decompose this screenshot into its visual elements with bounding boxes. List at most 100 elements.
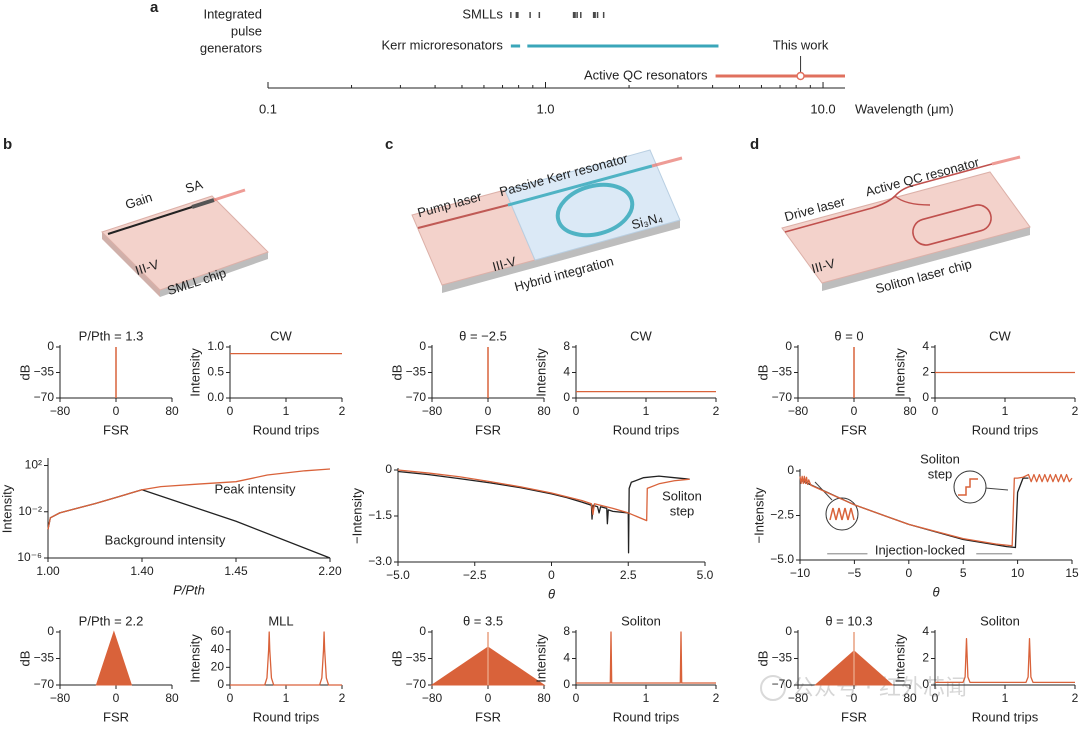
x-tick-label: −5.0 bbox=[386, 568, 410, 582]
x-axis-label: P/Pth bbox=[173, 582, 205, 597]
y-tick-label: 10⁻⁶ bbox=[17, 550, 42, 564]
y-axis-label: Intensity bbox=[187, 348, 202, 397]
row-heading: Integrated bbox=[203, 6, 262, 21]
y-tick-label: 10² bbox=[25, 458, 42, 472]
x-tick-label: 2 bbox=[713, 404, 720, 418]
panel-label: b bbox=[3, 136, 12, 153]
y-axis-label: Intensity bbox=[533, 348, 548, 397]
soliton-chip: Drive laser Active QC resonator III-V So… bbox=[781, 154, 1031, 296]
inset-trace bbox=[958, 478, 978, 496]
y-axis-label: −Intensity bbox=[349, 488, 364, 545]
y-axis-label: Intensity bbox=[0, 484, 14, 533]
curve bbox=[397, 470, 690, 554]
y-tick-label: −70 bbox=[34, 677, 55, 691]
x-tick-label: −80 bbox=[422, 404, 443, 418]
chip-label: III-V bbox=[810, 255, 837, 276]
y-axis-label: Intensity bbox=[533, 634, 548, 683]
y-tick-label: 0 bbox=[47, 624, 54, 638]
y-tick-label: −70 bbox=[406, 390, 427, 404]
y-tick-label: −5.0 bbox=[770, 552, 794, 566]
x-tick-label: 1 bbox=[643, 691, 650, 705]
chip-side bbox=[160, 252, 268, 297]
y-tick-label: 0.5 bbox=[207, 365, 224, 379]
curve bbox=[397, 469, 690, 522]
plot-title: Soliton bbox=[980, 613, 1020, 628]
x-tick-label: 0 bbox=[851, 691, 858, 705]
plot-title: MLL bbox=[268, 613, 293, 628]
plot-title: θ = −2.5 bbox=[459, 328, 507, 343]
y-tick-label: −35 bbox=[406, 365, 427, 379]
chip-top bbox=[504, 149, 681, 261]
output-beam bbox=[213, 188, 246, 202]
curve bbox=[799, 473, 1073, 547]
y-axis-label: Intensity bbox=[187, 634, 202, 683]
y-tick-label: 40 bbox=[211, 642, 225, 656]
ring-resonator bbox=[555, 182, 635, 238]
row-heading: generators bbox=[200, 40, 263, 55]
y-tick-label: 0 bbox=[785, 624, 792, 638]
y-tick-label: 0 bbox=[217, 677, 224, 691]
x-tick-label: 1.00 bbox=[36, 564, 60, 578]
curve bbox=[576, 631, 716, 684]
x-tick-label: 0 bbox=[548, 568, 555, 582]
y-tick-label: 0 bbox=[922, 390, 929, 404]
row-label: SMLLs bbox=[462, 6, 503, 21]
x-tick-label: 0 bbox=[485, 404, 492, 418]
y-tick-label: 1.0 bbox=[207, 339, 224, 353]
panel-label: d bbox=[750, 136, 759, 153]
x-tick-label: 0.1 bbox=[259, 101, 277, 116]
x-axis-label: FSR bbox=[103, 709, 129, 724]
x-tick-label: 80 bbox=[537, 404, 551, 418]
y-tick-label: −70 bbox=[406, 677, 427, 691]
y-axis-label: dB bbox=[755, 365, 770, 381]
x-tick-label: 1 bbox=[1002, 691, 1009, 705]
y-axis-label: Intensity bbox=[892, 634, 907, 683]
plot-title: CW bbox=[630, 328, 652, 343]
x-tick-label: 1 bbox=[643, 404, 650, 418]
y-tick-label: 0 bbox=[785, 339, 792, 353]
y-tick-label: 4 bbox=[922, 624, 929, 638]
spectrum-envelope bbox=[95, 630, 133, 686]
x-tick-label: 1 bbox=[283, 691, 290, 705]
x-tick-label: 1.45 bbox=[224, 564, 248, 578]
x-axis-label: Round trips bbox=[972, 422, 1039, 437]
waveguide bbox=[894, 195, 931, 206]
inset-trace bbox=[829, 507, 855, 521]
annotation: step bbox=[928, 466, 953, 481]
x-tick-label: 10.0 bbox=[810, 101, 835, 116]
plot-title: P/Pth = 1.3 bbox=[79, 328, 144, 343]
x-axis-label: FSR bbox=[103, 422, 129, 437]
waveguide bbox=[507, 164, 653, 207]
x-tick-label: 15 bbox=[1065, 566, 1079, 580]
racetrack-resonator bbox=[912, 204, 992, 246]
annotation: step bbox=[670, 503, 695, 518]
y-tick-label: −1.5 bbox=[368, 508, 392, 522]
annotation: Peak intensity bbox=[215, 481, 296, 496]
chip-side bbox=[442, 220, 680, 293]
y-tick-label: 4 bbox=[922, 339, 929, 353]
x-tick-label: 0 bbox=[227, 404, 234, 418]
y-tick-label: 8 bbox=[563, 624, 570, 638]
annotation: Injection-locked bbox=[875, 542, 965, 557]
waveguide bbox=[417, 204, 509, 229]
y-tick-label: 0 bbox=[563, 390, 570, 404]
plot-title: θ = 10.3 bbox=[825, 613, 872, 628]
x-tick-label: 5.0 bbox=[697, 568, 714, 582]
y-axis-label: dB bbox=[17, 365, 32, 381]
x-tick-label: 0 bbox=[227, 691, 234, 705]
curve bbox=[47, 468, 331, 530]
y-tick-label: 4 bbox=[563, 651, 570, 665]
x-tick-label: −80 bbox=[50, 691, 71, 705]
x-tick-label: −10 bbox=[790, 566, 811, 580]
y-tick-label: 10⁻² bbox=[18, 504, 42, 518]
y-tick-label: −35 bbox=[772, 365, 793, 379]
annotation: Soliton bbox=[662, 488, 702, 503]
plot-title: Soliton bbox=[621, 613, 661, 628]
y-tick-label: −70 bbox=[772, 677, 793, 691]
chip-label: SA bbox=[183, 176, 204, 196]
y-tick-label: −2.5 bbox=[770, 508, 794, 522]
x-tick-label: 0 bbox=[932, 691, 939, 705]
x-tick-label: 80 bbox=[903, 404, 917, 418]
chip-top bbox=[101, 195, 269, 291]
